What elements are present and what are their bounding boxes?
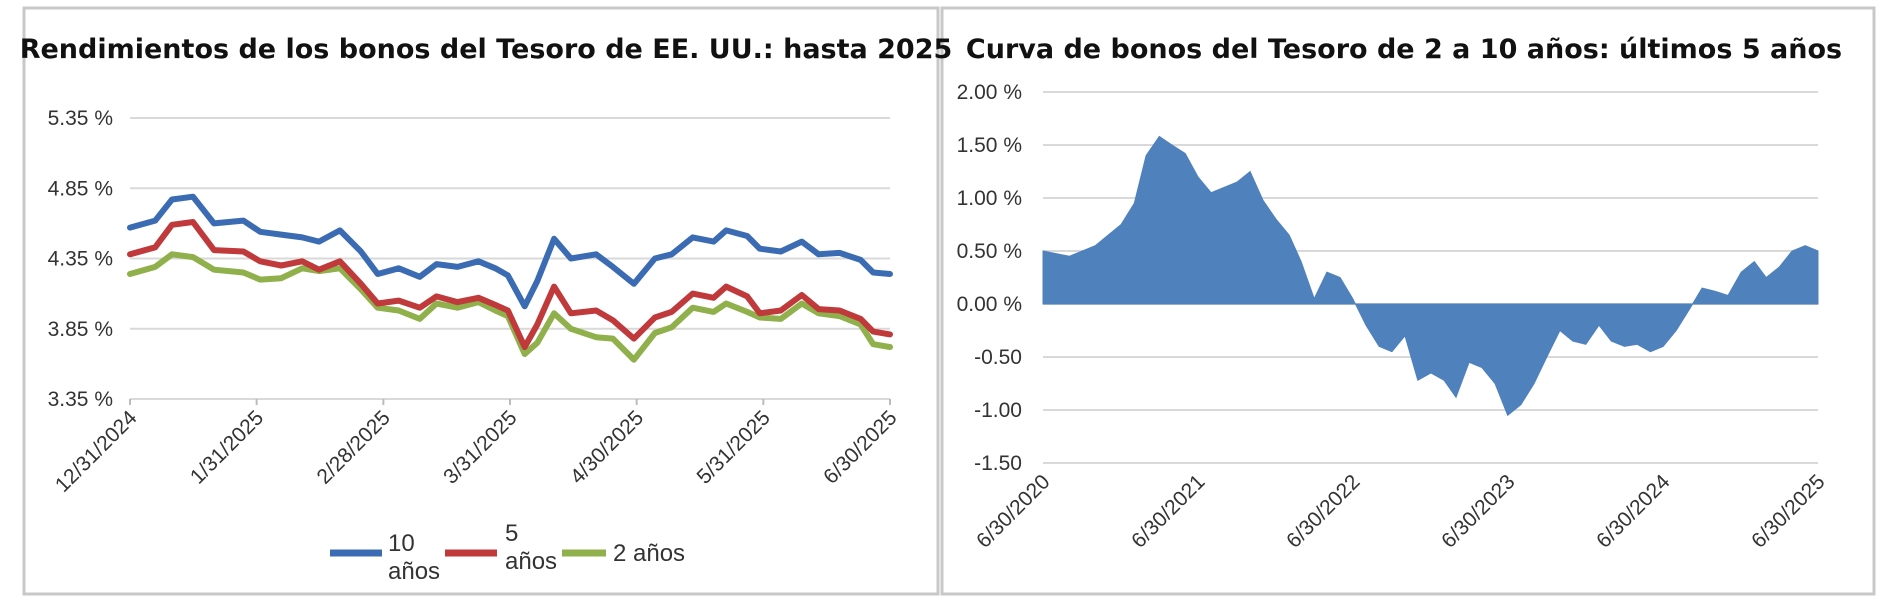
line-series-2-años [127,251,893,363]
left-x-tick-label: 3/31/2025 [439,406,521,488]
left-x-tick-label: 1/31/2025 [186,406,268,488]
legend-label-5y: 5 años [505,520,557,575]
left-chart-x-ticks: 12/31/2024 1/31/2025 2/28/2025 3/31/2025 4/3… [51,399,902,497]
left-chart-legend: 10 años 5 años 2 años [330,520,685,585]
line-series-5-años [127,219,893,350]
left-x-tick-label: 12/31/2024 [51,406,142,497]
yield-spread-area [1042,135,1819,417]
right-x-tick-label: 6/30/2024 [1592,470,1675,553]
right-x-tick-label: 6/30/2022 [1282,470,1364,552]
left-y-tick-label: 4.35 % [48,248,113,271]
left-y-tick-label: 3.35 % [48,388,113,411]
right-y-tick-label: 0.00 % [957,293,1022,316]
legend-label-2y: 2 años [613,540,685,567]
line-series-10-años [127,193,893,310]
right-chart-area-series [1042,135,1819,417]
legend-label-10y: 10 años [388,530,440,585]
right-panel-frame [940,6,1876,596]
left-y-tick-label: 5.35 % [48,107,113,130]
right-y-tick-label: 2.00 % [957,81,1022,104]
right-x-tick-label: 6/30/2025 [1747,470,1829,552]
right-chart-x-ticks: 6/30/2020 6/30/2021 6/30/2022 6/30/2023 6/30… [972,470,1829,553]
right-chart-y-ticks: 2.00 % 1.50 % 1.00 % 0.50 % 0.00 % -0.50 -1.00… [957,81,1022,475]
left-x-tick-label: 2/28/2025 [313,406,395,488]
right-x-tick-label: 6/30/2020 [972,470,1054,552]
left-chart-title: Rendimientos de los bonos del Tesoro de … [20,34,953,65]
right-y-tick-label: -1.00 [974,399,1022,422]
left-x-tick-label: 4/30/2025 [566,406,648,488]
right-x-tick-label: 6/30/2021 [1127,470,1209,552]
right-chart: Curva de bonos del Tesoro de 2 a 10 años… [957,34,1842,553]
left-x-tick-label: 5/31/2025 [693,406,775,488]
right-y-tick-label: 1.50 % [957,134,1022,157]
right-y-tick-label: 1.00 % [957,187,1022,210]
left-chart-y-ticks: 5.35 % 4.85 % 4.35 % 3.85 % 3.35 % [48,107,113,411]
left-panel-frame [22,6,940,596]
left-y-tick-label: 3.85 % [48,318,113,341]
left-chart-gridlines [130,117,890,400]
left-chart: Rendimientos de los bonos del Tesoro de … [20,34,953,585]
left-x-tick-label: 6/30/2025 [819,406,901,488]
right-y-tick-label: -1.50 [974,452,1022,475]
right-chart-title: Curva de bonos del Tesoro de 2 a 10 años… [966,34,1842,65]
right-x-tick-label: 6/30/2023 [1437,470,1519,552]
left-y-tick-label: 4.85 % [48,177,113,200]
left-chart-series [127,193,893,363]
right-y-tick-label: 0.50 % [957,240,1022,263]
right-y-tick-label: -0.50 [974,346,1022,369]
